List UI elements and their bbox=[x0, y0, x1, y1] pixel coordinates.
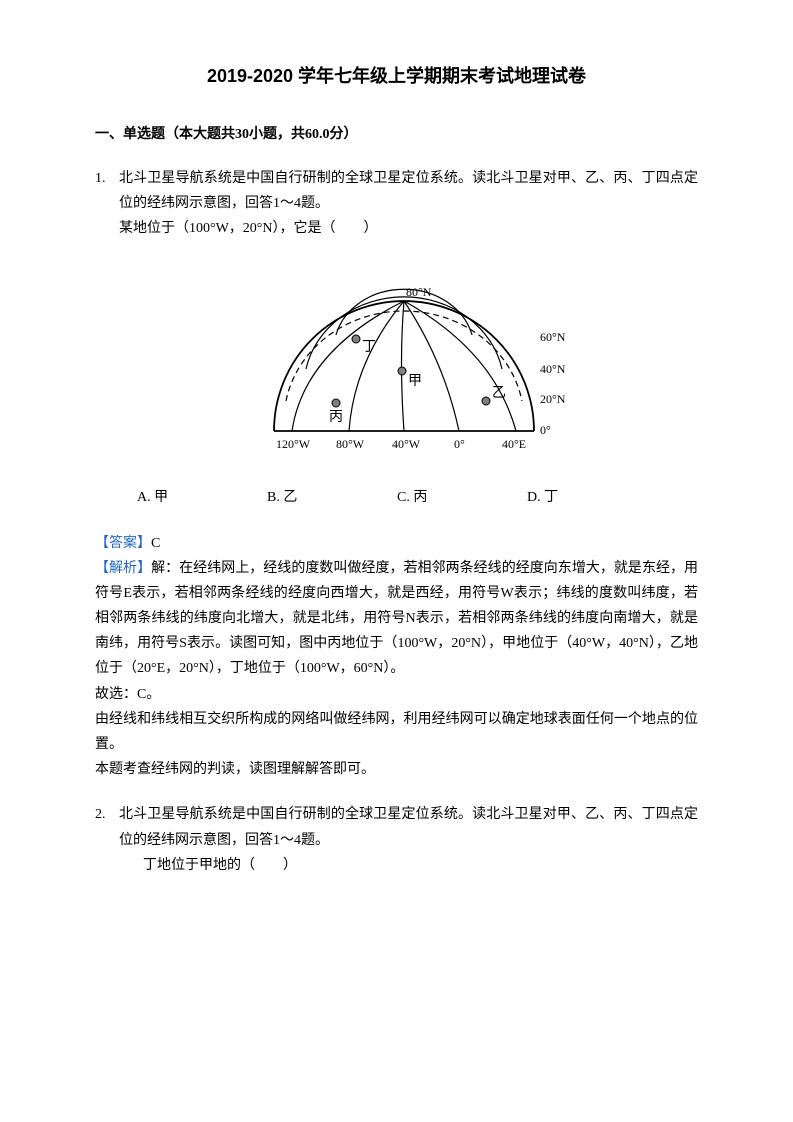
svg-text:40°E: 40°E bbox=[502, 437, 526, 451]
section-label-3: 分） bbox=[330, 127, 358, 142]
svg-text:40°W: 40°W bbox=[392, 437, 421, 451]
point-bing-label: 丙 bbox=[329, 410, 343, 425]
svg-text:120°W: 120°W bbox=[276, 437, 311, 451]
question-text-line2: 丁地位于甲地的（ ） bbox=[143, 853, 698, 878]
analysis-p1: 解：在经纬网上，经线的度数叫做经度，若相邻两条经线的经度向东增大，就是东经，用符… bbox=[95, 561, 698, 677]
option-c: C. 丙 bbox=[397, 485, 527, 510]
point-ding-label: 丁 bbox=[362, 340, 376, 355]
svg-text:0°: 0° bbox=[540, 423, 551, 437]
svg-text:80°W: 80°W bbox=[336, 437, 365, 451]
section-score: 60.0 bbox=[305, 127, 330, 142]
svg-text:20°N: 20°N bbox=[540, 392, 566, 406]
globe-diagram: 丁 甲 丙 乙 120°W 80°W 40°W 0° 40°E 80°N 60°… bbox=[119, 251, 698, 470]
analysis-label: 【解析】 bbox=[95, 561, 151, 576]
svg-text:40°N: 40°N bbox=[540, 362, 566, 376]
section-label-2: 小题，共 bbox=[249, 127, 305, 142]
svg-text:60°N: 60°N bbox=[540, 330, 566, 344]
svg-text:80°N: 80°N bbox=[406, 285, 432, 299]
section-count: 30 bbox=[235, 127, 249, 142]
option-b: B. 乙 bbox=[267, 485, 397, 510]
question-1: 1. 北斗卫星导航系统是中国自行研制的全球卫星定位系统。读北斗卫星对甲、乙、丙、… bbox=[95, 166, 698, 511]
question-text-line1: 北斗卫星导航系统是中国自行研制的全球卫星定位系统。读北斗卫星对甲、乙、丙、丁四点… bbox=[119, 802, 698, 852]
point-yi-label: 乙 bbox=[492, 385, 506, 401]
option-a: A. 甲 bbox=[137, 485, 267, 510]
section-label-1: 一、单选题（本大题共 bbox=[95, 127, 235, 142]
option-d: D. 丁 bbox=[527, 485, 657, 510]
options-row: A. 甲 B. 乙 C. 丙 D. 丁 bbox=[119, 485, 698, 510]
page-title: 2019-2020 学年七年级上学期期末考试地理试卷 bbox=[95, 60, 698, 92]
section-header: 一、单选题（本大题共30小题，共60.0分） bbox=[95, 122, 698, 147]
question-text-line2: 某地位于（100°W，20°N），它是（ ） bbox=[119, 216, 698, 241]
answer-label: 【答案】 bbox=[95, 536, 151, 551]
question-number: 1. bbox=[95, 166, 119, 511]
question-text-line1: 北斗卫星导航系统是中国自行研制的全球卫星定位系统。读北斗卫星对甲、乙、丙、丁四点… bbox=[119, 166, 698, 216]
point-jia-label: 甲 bbox=[408, 374, 422, 389]
svg-text:0°: 0° bbox=[454, 437, 465, 451]
answer-block-1: 【答案】C 【解析】解：在经纬网上，经线的度数叫做经度，若相邻两条经线的经度向东… bbox=[95, 531, 698, 783]
question-2: 2. 北斗卫星导航系统是中国自行研制的全球卫星定位系统。读北斗卫星对甲、乙、丙、… bbox=[95, 802, 698, 878]
question-number: 2. bbox=[95, 802, 119, 878]
analysis-p3: 由经线和纬线相互交织所构成的网络叫做经纬网，利用经纬网可以确定地球表面任何一个地… bbox=[95, 707, 698, 757]
analysis-p2: 故选：C。 bbox=[95, 682, 698, 707]
answer-value: C bbox=[151, 536, 160, 551]
analysis-p4: 本题考查经纬网的判读，读图理解解答即可。 bbox=[95, 757, 698, 782]
